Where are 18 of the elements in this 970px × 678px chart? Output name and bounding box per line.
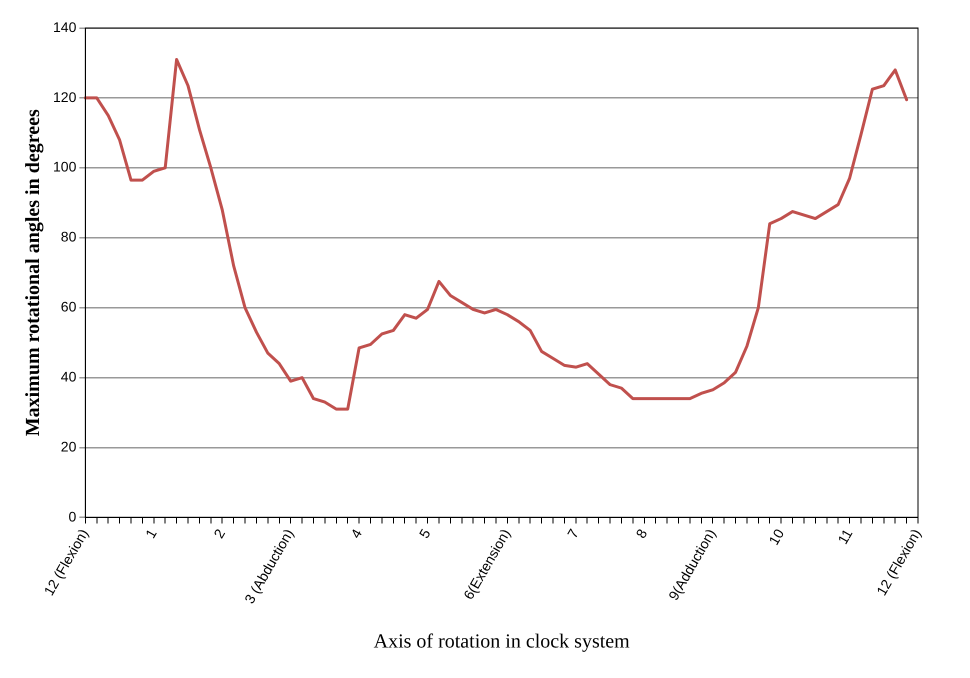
x-tick-label: 8	[632, 526, 650, 541]
x-tick-label: 4	[347, 526, 366, 541]
y-tick-label: 60	[60, 298, 77, 315]
y-tick-label: 100	[53, 158, 77, 175]
x-tick-label: 2	[210, 526, 228, 541]
y-tick-label: 80	[60, 228, 77, 245]
x-axis-title: Axis of rotation in clock system	[374, 630, 630, 652]
y-tick-label: 140	[53, 18, 77, 35]
y-tick-label: 0	[68, 508, 77, 524]
y-tick-label: 20	[60, 438, 77, 454]
x-tick-label: 10	[765, 526, 788, 548]
x-tick-label: 1	[142, 526, 160, 541]
x-tick-label: 11	[834, 526, 856, 547]
x-tick-label: 7	[564, 526, 582, 541]
x-tick-label: 5	[416, 526, 434, 541]
y-axis-title: Maximum rotational angles in degrees	[22, 109, 44, 436]
y-tick-label: 120	[53, 88, 77, 105]
y-tick-label: 40	[60, 368, 77, 384]
